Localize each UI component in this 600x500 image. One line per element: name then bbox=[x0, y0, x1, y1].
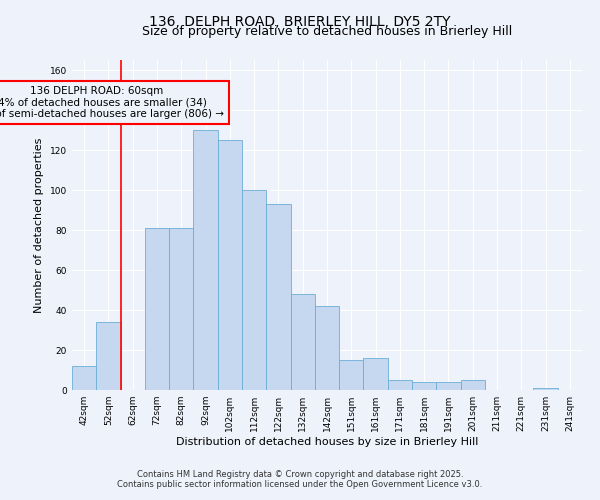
Bar bbox=[169, 228, 193, 390]
Text: 136, DELPH ROAD, BRIERLEY HILL, DY5 2TY: 136, DELPH ROAD, BRIERLEY HILL, DY5 2TY bbox=[149, 15, 451, 29]
Bar bbox=[266, 204, 290, 390]
Bar bbox=[290, 294, 315, 390]
Text: 136 DELPH ROAD: 60sqm
← 4% of detached houses are smaller (34)
95% of semi-detac: 136 DELPH ROAD: 60sqm ← 4% of detached h… bbox=[0, 86, 224, 119]
Text: Contains HM Land Registry data © Crown copyright and database right 2025.
Contai: Contains HM Land Registry data © Crown c… bbox=[118, 470, 482, 489]
Bar bbox=[533, 388, 558, 390]
Bar bbox=[461, 380, 485, 390]
Bar bbox=[96, 322, 121, 390]
Y-axis label: Number of detached properties: Number of detached properties bbox=[34, 138, 44, 312]
Bar bbox=[339, 360, 364, 390]
Bar bbox=[436, 382, 461, 390]
Bar bbox=[193, 130, 218, 390]
Bar bbox=[364, 358, 388, 390]
Bar bbox=[315, 306, 339, 390]
Bar bbox=[412, 382, 436, 390]
X-axis label: Distribution of detached houses by size in Brierley Hill: Distribution of detached houses by size … bbox=[176, 437, 478, 447]
Bar bbox=[388, 380, 412, 390]
Bar bbox=[72, 366, 96, 390]
Title: Size of property relative to detached houses in Brierley Hill: Size of property relative to detached ho… bbox=[142, 25, 512, 38]
Bar bbox=[242, 190, 266, 390]
Bar bbox=[145, 228, 169, 390]
Bar bbox=[218, 140, 242, 390]
